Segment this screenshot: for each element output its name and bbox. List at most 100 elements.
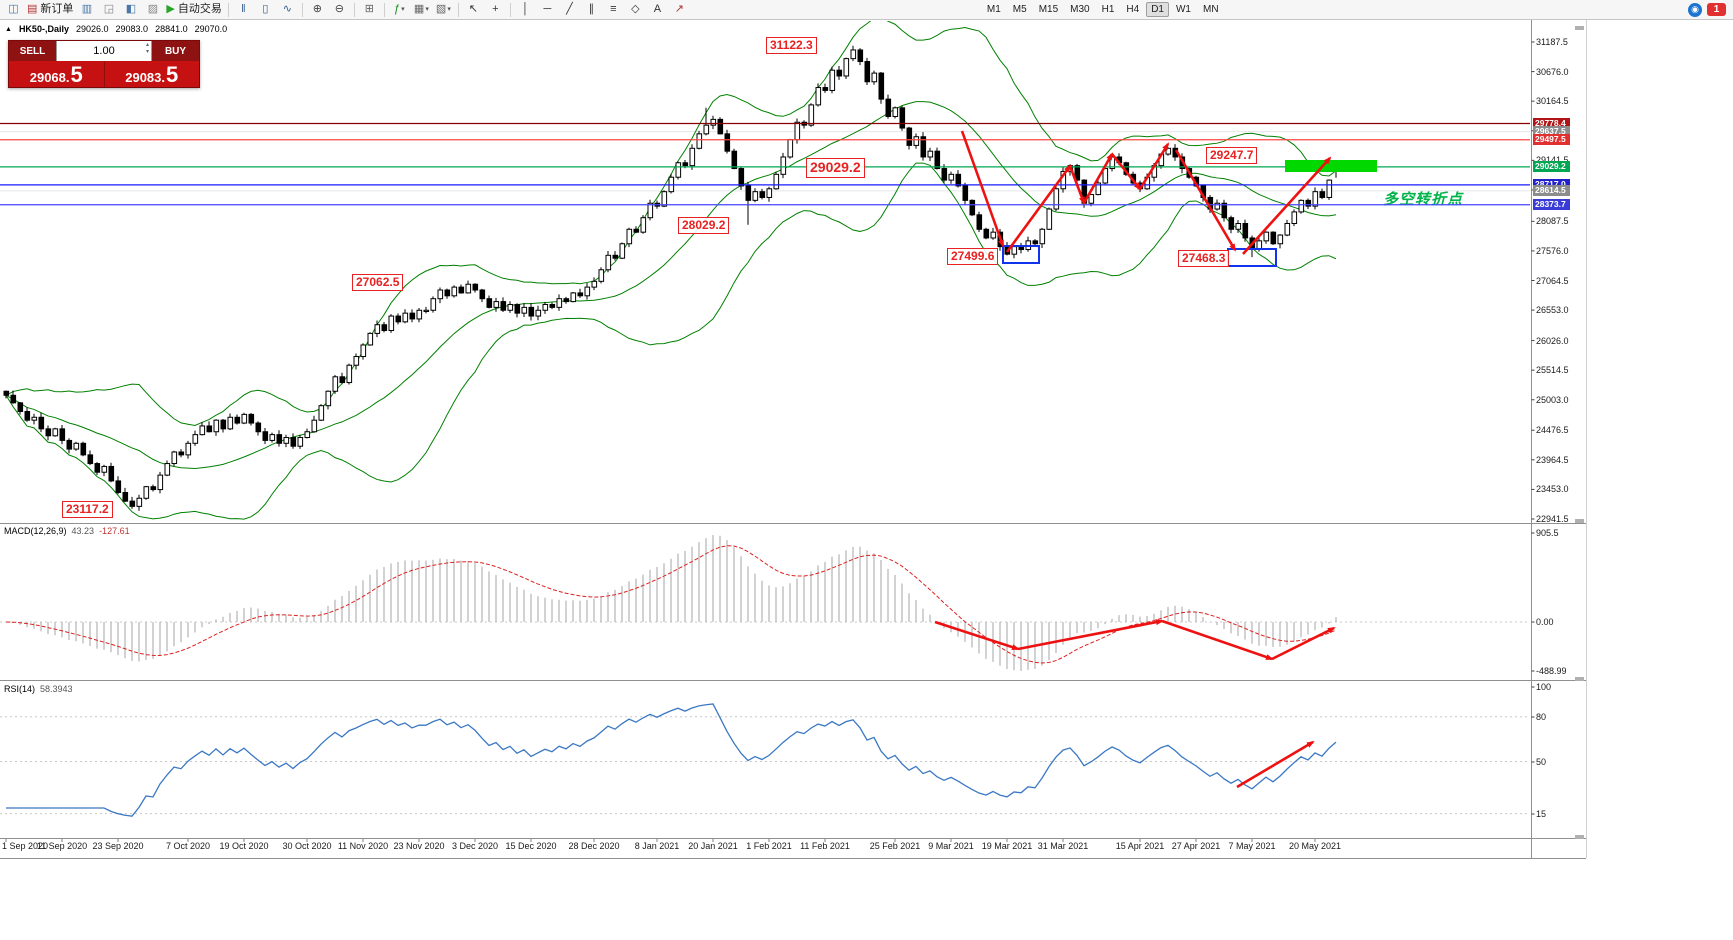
market-watch-icon-glyph: ▥: [81, 3, 93, 15]
toolbar: ◫ ▤ 新订单 ▥ ◲ ◧ ▨ ▶ 自动交易 ‖ ▯ ∿ ⊕ ⊖ ⊞ ƒ ▾ ▦ ▾ ▧ ▾ ↖ + │ ─ ╱ ∥ ≡ ◇ A ↗ M1 M…: [0, 0, 1733, 20]
macd-indicator-label: MACD(12,26,9) 43.23 -127.61: [4, 526, 130, 536]
timeframe-h1[interactable]: H1: [1101, 4, 1115, 15]
periods-button[interactable]: ▦ ▾: [411, 1, 432, 18]
macd-main-value: 43.23: [71, 526, 95, 536]
collapse-icon[interactable]: ▲: [5, 25, 12, 33]
sell-price[interactable]: 29068. 5: [9, 61, 105, 87]
periods-button-glyph: ▦: [413, 3, 425, 15]
rsi-indicator-label: RSI(14) 58.3943: [4, 684, 73, 694]
indicators-button-glyph: ƒ: [394, 3, 401, 15]
toolbar-separator: [509, 2, 511, 17]
timeframe-group: M1 M5 M15 M30 H1 H4 D1 W1 MN: [981, 2, 1225, 17]
bar-chart-icon[interactable]: ‖: [233, 1, 254, 18]
toolbar-separator: [383, 2, 385, 17]
rsi-name: RSI(14): [4, 684, 36, 694]
horizontal-line-icon-glyph: ─: [543, 3, 552, 15]
buy-price-pip: 5: [166, 62, 179, 88]
navigator-icon-glyph: ◧: [125, 3, 137, 15]
buy-price-dot: .: [161, 69, 166, 85]
notification-badge[interactable]: 1: [1707, 3, 1726, 16]
community-icon[interactable]: ◉: [1688, 2, 1702, 17]
charts-window-icon[interactable]: ◫: [3, 1, 24, 18]
volume-value: 1.00: [93, 45, 115, 57]
zoom-out-icon[interactable]: ⊖: [329, 1, 350, 18]
spin-down-icon[interactable]: ▾: [145, 48, 149, 55]
ohlc-close: 29070.0: [194, 24, 228, 34]
tile-windows-icon-glyph: ⊞: [364, 3, 374, 15]
market-watch-icon[interactable]: ▥: [76, 1, 97, 18]
one-click-trading-panel: SELL 1.00 ▴ ▾ BUY 29068. 5 29083. 5: [8, 40, 200, 88]
toolbar-separator: [353, 2, 355, 17]
timeframe-m15[interactable]: M15: [1038, 4, 1059, 15]
order-panel-top-row: SELL 1.00 ▴ ▾ BUY: [9, 41, 199, 61]
sell-price-pip: 5: [70, 62, 83, 88]
templates-button-caret: ▾: [447, 6, 451, 13]
ohlc-high: 29083.0: [115, 24, 149, 34]
timeframe-m30[interactable]: M30: [1070, 4, 1090, 15]
bar-chart-icon-glyph: ‖: [241, 3, 246, 15]
symbol-title: HK50-,Daily: [18, 24, 69, 34]
autotrade-button-glyph: ▶: [166, 3, 175, 15]
timeframe-m1[interactable]: M1: [986, 4, 1001, 15]
buy-button[interactable]: BUY: [152, 41, 199, 61]
navigator-icon[interactable]: ◧: [120, 1, 141, 18]
macd-signal-value: -127.61: [99, 526, 130, 536]
vertical-line-icon-glyph: │: [521, 3, 529, 15]
tile-windows-icon[interactable]: ⊞: [359, 1, 380, 18]
text-icon-glyph: A: [653, 3, 662, 15]
ohlc-low: 28841.0: [155, 24, 188, 34]
shapes-icon-glyph: ◇: [631, 3, 640, 15]
fibonacci-icon-glyph: ≡: [610, 3, 617, 15]
templates-button[interactable]: ▧ ▾: [433, 1, 454, 18]
timeframe-mn[interactable]: MN: [1202, 4, 1219, 15]
ohlc-open: 29026.0: [75, 24, 109, 34]
buy-price[interactable]: 29083. 5: [105, 61, 200, 87]
data-window-icon[interactable]: ◲: [98, 1, 119, 18]
trendline-icon-glyph: ╱: [566, 3, 573, 15]
channel-icon[interactable]: ∥: [581, 1, 602, 18]
timeframe-w1[interactable]: W1: [1175, 4, 1191, 15]
charts-window-icon-glyph: ◫: [8, 3, 19, 15]
timeframe-h4[interactable]: H4: [1126, 4, 1140, 15]
new-order-button-label: 新订单: [40, 3, 74, 15]
sell-button[interactable]: SELL: [9, 41, 56, 61]
shapes-icon[interactable]: ◇: [625, 1, 646, 18]
new-order-button-glyph: ▤: [27, 3, 38, 15]
zoom-in-icon[interactable]: ⊕: [307, 1, 328, 18]
crosshair-icon-glyph: +: [492, 3, 499, 15]
volume-input[interactable]: 1.00 ▴ ▾: [56, 41, 152, 61]
indicators-button-caret: ▾: [401, 6, 405, 13]
macd-name: MACD(12,26,9): [4, 526, 67, 536]
toolbar-separator: [457, 2, 459, 17]
arrow-object-icon[interactable]: ↗: [669, 1, 690, 18]
timeframe-m5[interactable]: M5: [1012, 4, 1027, 15]
sell-price-dot: .: [65, 69, 70, 85]
horizontal-line-icon[interactable]: ─: [537, 1, 558, 18]
order-panel-price-row: 29068. 5 29083. 5: [9, 61, 199, 87]
crosshair-icon[interactable]: +: [485, 1, 506, 18]
timeframe-d1[interactable]: D1: [1146, 2, 1169, 17]
zoom-out-icon-glyph: ⊖: [334, 3, 344, 15]
volume-spinner[interactable]: ▴ ▾: [146, 42, 149, 55]
new-order-button[interactable]: ▤ 新订单: [25, 1, 75, 18]
turning-point-annotation: 多空转折点: [1383, 191, 1464, 208]
data-window-icon-glyph: ◲: [103, 3, 115, 15]
line-chart-icon[interactable]: ∿: [277, 1, 298, 18]
strategy-tester-icon[interactable]: ▨: [142, 1, 163, 18]
autotrade-button[interactable]: ▶ 自动交易: [164, 1, 223, 18]
vertical-line-icon[interactable]: │: [515, 1, 536, 18]
indicators-button[interactable]: ƒ ▾: [389, 1, 410, 18]
cursor-icon[interactable]: ↖: [463, 1, 484, 18]
toolbar-separator: [301, 2, 303, 17]
arrow-object-icon-glyph: ↗: [674, 3, 684, 15]
zoom-in-icon-glyph: ⊕: [312, 3, 322, 15]
spin-up-icon[interactable]: ▴: [145, 42, 149, 48]
candlestick-chart-icon[interactable]: ▯: [255, 1, 276, 18]
periods-button-caret: ▾: [425, 6, 429, 13]
text-icon[interactable]: A: [647, 1, 668, 18]
channel-icon-glyph: ∥: [588, 3, 595, 15]
trendline-icon[interactable]: ╱: [559, 1, 580, 18]
fibonacci-icon[interactable]: ≡: [603, 1, 624, 18]
